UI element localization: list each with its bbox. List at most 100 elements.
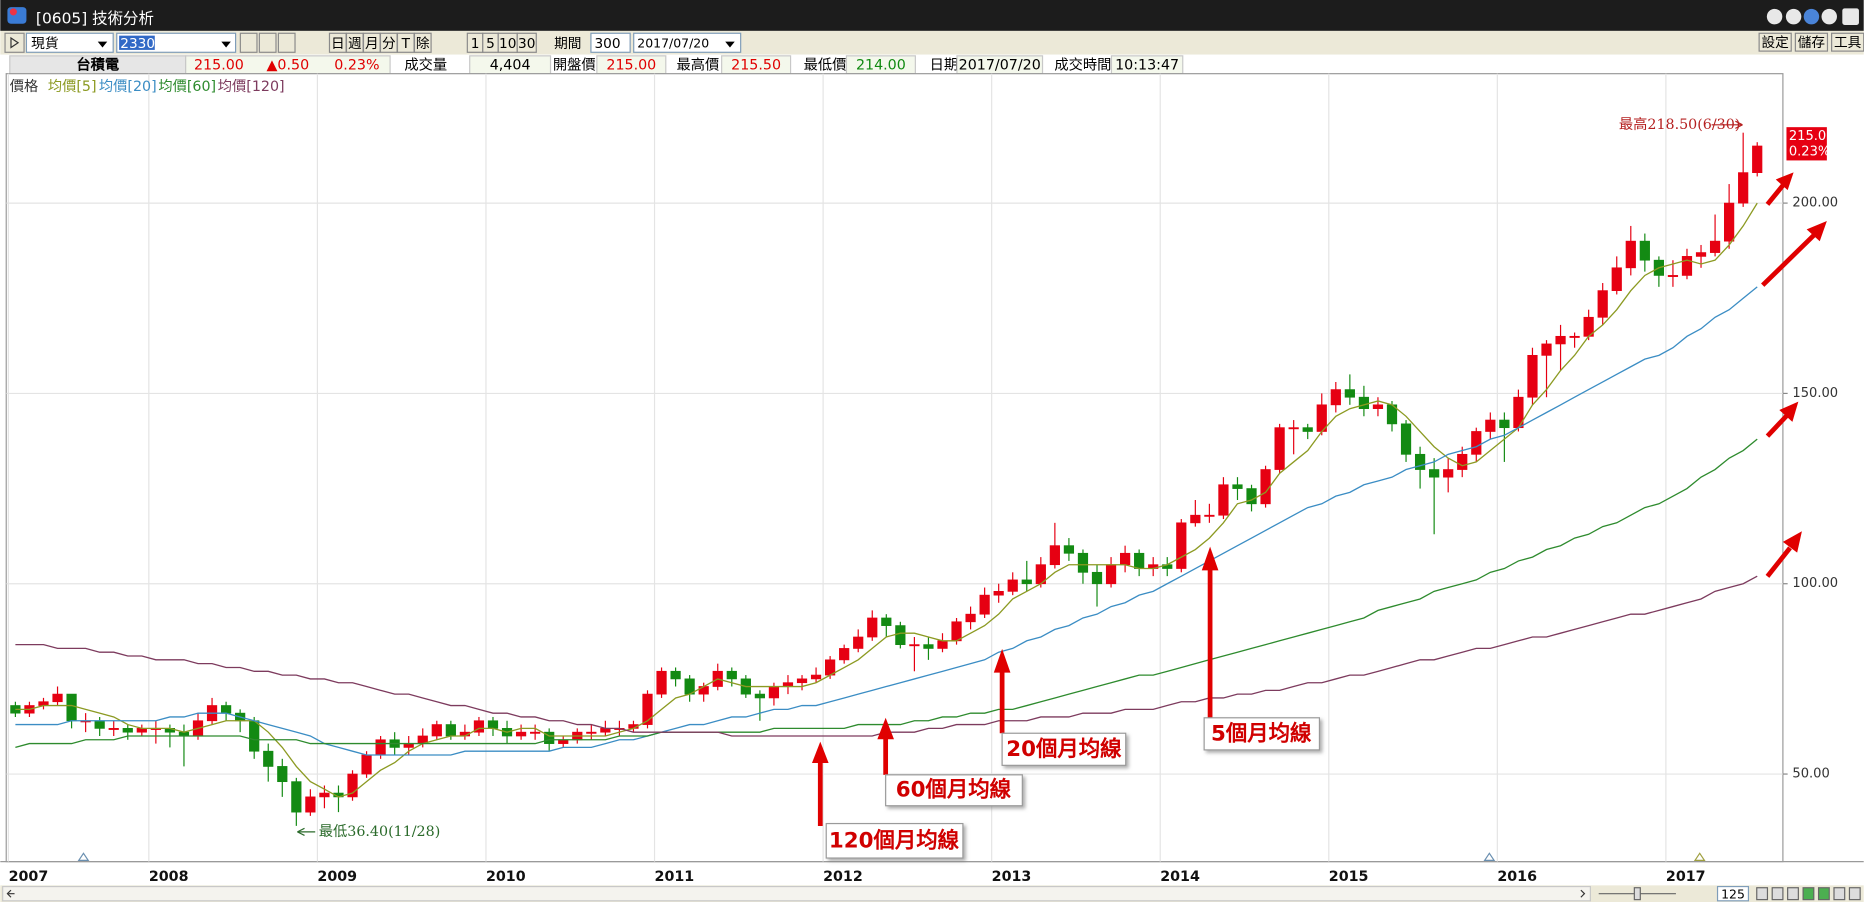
change-pct: 0.23%: [334, 57, 379, 73]
market-select[interactable]: [25, 32, 114, 53]
candle-body: [1077, 552, 1089, 573]
candle-body: [1007, 579, 1018, 592]
field-value: 4,404: [490, 57, 531, 73]
legend-item: 均價[60]: [158, 78, 216, 95]
period-label: 除: [416, 36, 430, 52]
tool-button[interactable]: [258, 32, 277, 53]
period-label: 日: [331, 36, 345, 52]
candle-body: [1471, 431, 1482, 455]
tool-button[interactable]: [239, 32, 258, 53]
candle-body: [951, 621, 962, 642]
candle-body: [1091, 571, 1103, 585]
candle-body: [1625, 240, 1636, 269]
scroll-icon[interactable]: [1802, 887, 1815, 901]
candle-body: [277, 766, 288, 783]
scroll-icon[interactable]: [1756, 887, 1769, 901]
dropdown-arrow: [97, 41, 108, 48]
arrow-head: [1201, 546, 1219, 571]
candle-body: [768, 686, 780, 699]
play-button[interactable]: [4, 32, 25, 53]
candle-body: [1330, 389, 1341, 406]
candle-body: [1218, 484, 1229, 516]
x-tick-label: 2007: [9, 869, 49, 885]
field-value: 215.00: [606, 57, 656, 73]
scroll-icon[interactable]: [1833, 887, 1846, 901]
candle-body: [1597, 290, 1608, 318]
range-input[interactable]: [590, 32, 631, 53]
callout: 60個月均線: [896, 776, 1012, 802]
candle-body: [361, 754, 372, 775]
window-button[interactable]: [1785, 8, 1802, 25]
x-tick-label: 2010: [486, 869, 526, 885]
zoom-value: 125: [1721, 886, 1745, 901]
window-button[interactable]: [1766, 8, 1783, 25]
marker: [77, 852, 90, 861]
minute-button[interactable]: [516, 32, 537, 53]
candle-body: [1695, 252, 1707, 257]
candle-body: [867, 617, 878, 638]
candle-body: [1569, 335, 1580, 338]
candle-body: [586, 731, 597, 734]
field-value: 10:13:47: [1115, 57, 1179, 73]
toolbar-button[interactable]: [1794, 32, 1829, 52]
x-tick-label: 2013: [992, 869, 1032, 885]
period-label: T: [401, 36, 411, 52]
candle-body: [515, 731, 527, 737]
selection: [119, 35, 155, 50]
scroll-icon[interactable]: [1787, 887, 1799, 901]
callout-box: [885, 774, 1023, 807]
dropdown-arrow: [221, 41, 231, 48]
candle-body: [1134, 552, 1145, 569]
candle-body: [52, 693, 63, 703]
range-text: 300: [594, 36, 620, 52]
candle-body: [839, 648, 850, 661]
period-button[interactable]: [413, 32, 432, 53]
candle-body: [1738, 172, 1749, 204]
date-select[interactable]: [633, 32, 742, 53]
candle-body: [220, 705, 232, 714]
toolbar-button[interactable]: [1758, 32, 1792, 52]
candle-body: [909, 644, 920, 647]
candle-body: [1344, 389, 1355, 398]
candle-body: [796, 678, 808, 684]
window-button[interactable]: [1803, 8, 1820, 25]
x-tick-label: 2012: [823, 869, 863, 885]
x-tick-label: 2009: [317, 869, 357, 885]
candle-body: [1302, 427, 1313, 432]
candle-body: [1260, 469, 1271, 505]
zoom-box[interactable]: [1716, 885, 1750, 902]
quote-bar: [0, 54, 1864, 75]
candle-body: [1063, 545, 1075, 554]
candle-body: [1246, 488, 1257, 505]
candle-body: [726, 670, 737, 680]
scroll-track[interactable]: [2, 885, 1591, 902]
candle-body: [1443, 469, 1454, 478]
candle-body: [810, 674, 822, 680]
window-buttons: [1766, 8, 1859, 25]
arrow-head: [811, 741, 829, 763]
candle-body: [1639, 240, 1650, 261]
zoom-thumb[interactable]: [1633, 887, 1641, 901]
window-button[interactable]: [1821, 8, 1837, 25]
candle-body: [1429, 469, 1440, 478]
scroll-icon[interactable]: [1848, 887, 1861, 901]
x-tick-label: 2014: [1160, 869, 1200, 885]
x-tick-label: 2015: [1329, 869, 1369, 885]
scroll-left[interactable]: [6, 889, 15, 898]
callout: 5個月均線: [1211, 720, 1312, 746]
arrow-head: [993, 648, 1011, 673]
candle-body: [1709, 240, 1721, 253]
candle-body: [937, 640, 948, 649]
last-change: 0.23%: [1789, 145, 1831, 160]
scroll-icon[interactable]: [1771, 887, 1784, 901]
scroll-right[interactable]: [1580, 889, 1586, 898]
candle-body: [291, 781, 302, 813]
plot-area: [5, 73, 1784, 863]
scroll-icon[interactable]: [1817, 887, 1830, 901]
close-button[interactable]: [1842, 8, 1859, 25]
ma-line: [15, 202, 1758, 798]
candle-body: [754, 693, 765, 699]
tool-button[interactable]: [277, 32, 296, 53]
candle-body: [1358, 396, 1370, 409]
candle-body: [1232, 484, 1243, 489]
